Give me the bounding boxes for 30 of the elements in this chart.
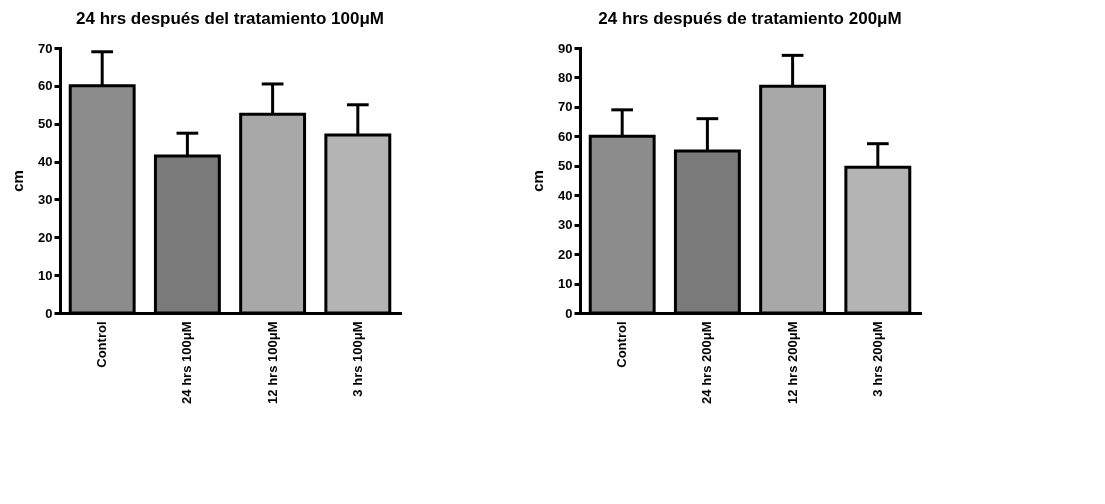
y-axis-title: cm [9, 170, 27, 192]
y-tick-label: 40 [38, 154, 53, 170]
y-tick-label: 60 [38, 78, 53, 94]
x-tick-label: 12 hrs 100μM [264, 321, 280, 404]
y-tick-label: 0 [45, 305, 53, 321]
x-tick-label: 24 hrs 200μM [699, 321, 715, 404]
y-tick-label: 0 [565, 305, 573, 321]
y-tick-label: 70 [558, 99, 573, 115]
y-tick-label: 10 [38, 267, 53, 283]
y-tick-label: 50 [38, 116, 53, 132]
x-tick-label: 12 hrs 200μM [784, 321, 800, 404]
x-tick-label: 3 hrs 200μM [869, 321, 885, 397]
y-tick-label: 20 [558, 246, 573, 262]
y-tick-label: 80 [558, 69, 573, 85]
y-tick-label: 10 [558, 276, 573, 292]
chart-title: 24 hrs después del tratamiento 100μM [75, 9, 385, 28]
y-tick-label: 30 [38, 191, 53, 207]
y-tick-label: 90 [558, 40, 573, 56]
x-tick-label: Control [94, 321, 110, 368]
y-axis-title: cm [529, 170, 547, 192]
y-tick-label: 30 [558, 217, 573, 233]
y-tick-label: 40 [558, 187, 573, 203]
x-tick-label: Control [614, 321, 630, 368]
y-tick-label: 60 [558, 128, 573, 144]
x-tick-label: 3 hrs 100μM [349, 321, 365, 397]
y-tick-label: 50 [558, 158, 573, 174]
chart-title: 24 hrs después de tratamiento 200μM [598, 9, 902, 28]
x-tick-label: 24 hrs 100μM [179, 321, 195, 404]
y-tick-label: 20 [38, 229, 53, 245]
y-tick-label: 70 [38, 40, 53, 56]
